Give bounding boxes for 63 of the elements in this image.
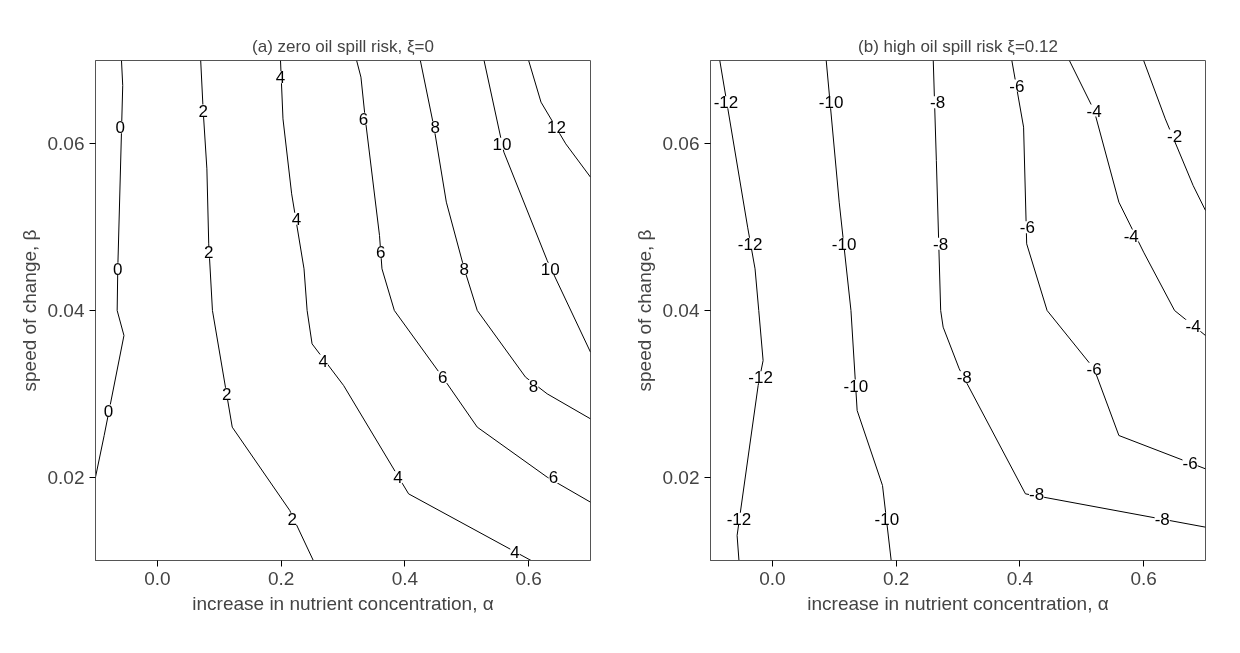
annotation: 12 [547,118,566,138]
annotation: -8 [930,93,946,113]
annotation: 4 [275,68,286,88]
annotation: 8 [459,259,470,279]
annotation: 2 [287,509,297,529]
annotation: -10 [843,376,869,396]
annotation: -8 [1029,484,1045,504]
annotation: -6 [1009,76,1025,96]
x-tick-label: 0.4 [391,567,419,589]
annotation: 8 [430,118,440,138]
annotation: 0 [113,259,123,279]
annotation: 10 [540,259,560,279]
annotation: 0 [115,118,125,138]
y-tick-label: 0.06 [662,133,700,155]
annotation: -12 [713,93,739,113]
annotation: -12 [748,368,773,388]
annotation: -6 [1019,218,1035,238]
annotation: -8 [1154,509,1170,529]
y-tick-label: 0.04 [47,300,85,321]
x-tick-label: 0.0 [144,567,171,589]
y-axis-title: speed of change, β [633,229,655,392]
annotation: 4 [393,468,403,488]
x-axis-title: increase in nutrient concentration, α [807,592,1109,614]
y-tick-label: 0.02 [47,466,85,488]
y-tick-label: 0.04 [662,300,700,321]
annotation: -10 [818,93,844,113]
x-tick-label: 0.2 [267,567,295,589]
chart-title: (b) high oil spill risk ξ=0.12 [858,36,1058,56]
annotation: 6 [437,368,448,388]
annotation: 2 [204,243,214,263]
x-tick-label: 0.6 [1130,567,1157,589]
y-tick-label: 0.02 [662,466,700,488]
x-tick-label: 0.4 [1006,567,1034,589]
annotation: -10 [874,509,900,529]
y-tick-label: 0.06 [47,133,85,155]
y-axis-title: speed of change, β [18,229,40,392]
annotation: -6 [1182,454,1198,473]
annotation: -2 [1167,126,1183,146]
annotation: 4 [291,209,302,229]
x-tick-label: 0.0 [759,567,786,589]
annotation: -10 [831,234,857,254]
x-tick-label: 0.2 [882,567,910,589]
annotation: -6 [1086,359,1102,379]
x-tick-label: 0.6 [515,567,542,589]
annotation: 10 [492,134,512,154]
annotation: -4 [1123,226,1139,246]
x-axis-title: increase in nutrient concentration, α [192,592,494,614]
annotation: 2 [221,384,232,404]
annotation: 0 [103,401,114,421]
annotation: 4 [318,351,328,371]
annotation: -4 [1185,316,1201,336]
annotation: -12 [726,509,752,529]
annotation: 6 [548,468,559,488]
annotation: 8 [528,376,539,396]
annotation: 2 [198,101,208,121]
annotation: -12 [737,234,763,254]
chart-title: (a) zero oil spill risk, ξ=0 [252,36,434,56]
annotation: -8 [933,234,949,254]
annotation: 4 [510,543,520,563]
annotation: -8 [956,368,972,388]
annotation: -4 [1086,101,1102,121]
annotation: 6 [376,243,386,263]
annotation: 6 [358,109,369,129]
